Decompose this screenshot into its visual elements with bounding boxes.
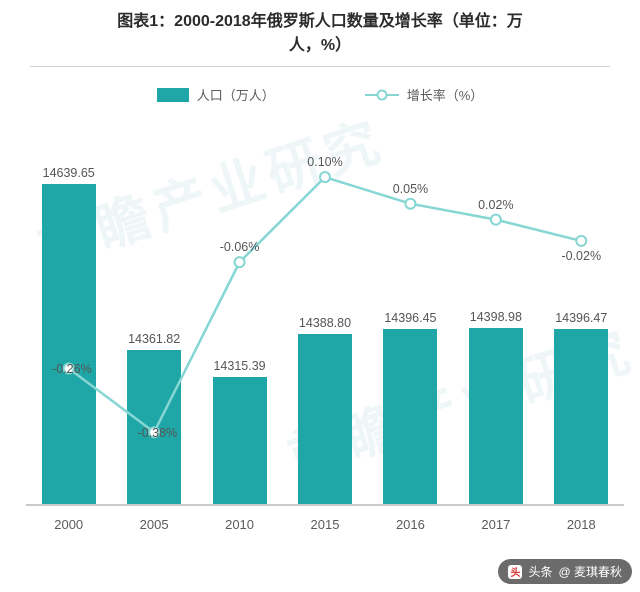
- toutiao-icon: 头: [508, 565, 522, 579]
- legend-item-line: 增长率（%）: [365, 85, 484, 104]
- x-axis-label: 2015: [285, 517, 365, 532]
- x-axis-label: 2016: [370, 517, 450, 532]
- chart-title-line2: 人，%）: [289, 37, 351, 54]
- line-value-label: -0.26%: [2, 362, 92, 376]
- plot-area: 14639.6514361.8214315.3914388.8014396.45…: [26, 114, 624, 534]
- legend-swatch-bar: [157, 88, 189, 102]
- line-value-label: 0.10%: [280, 155, 370, 169]
- source-pill: 头 头条 @ 麦琪春秋: [498, 559, 632, 584]
- x-axis-label: 2005: [114, 517, 194, 532]
- legend-swatch-line: [365, 94, 399, 96]
- line-value-label: 0.05%: [365, 182, 455, 196]
- line-marker: [491, 215, 501, 225]
- source-prefix: 头条: [528, 563, 552, 580]
- x-axis-label: 2018: [541, 517, 621, 532]
- line-marker: [405, 199, 415, 209]
- line-marker: [235, 257, 245, 267]
- line-layer: [26, 114, 624, 506]
- chart-title-line1: 图表1：2000-2018年俄罗斯人口数量及增长率（单位：万: [117, 13, 522, 30]
- line-marker: [576, 236, 586, 246]
- source-handle: @ 麦琪春秋: [558, 563, 622, 580]
- chart-title: 图表1：2000-2018年俄罗斯人口数量及增长率（单位：万 人，%）: [0, 0, 640, 60]
- legend-label-line: 增长率（%）: [407, 85, 484, 104]
- x-axis-label: 2017: [456, 517, 536, 532]
- line-value-label: -0.02%: [536, 249, 626, 263]
- line-value-label: -0.06%: [195, 240, 285, 254]
- line-marker: [320, 172, 330, 182]
- x-axis-label: 2000: [29, 517, 109, 532]
- line-value-label: -0.38%: [87, 426, 177, 440]
- growth-line: [69, 177, 582, 432]
- legend: 人口（万人） 增长率（%）: [0, 85, 640, 104]
- title-underline: [30, 66, 610, 67]
- legend-label-bar: 人口（万人）: [197, 85, 275, 104]
- x-axis-line: [26, 504, 624, 506]
- x-axis-label: 2010: [200, 517, 280, 532]
- legend-item-bar: 人口（万人）: [157, 85, 275, 104]
- line-value-label: 0.02%: [451, 198, 541, 212]
